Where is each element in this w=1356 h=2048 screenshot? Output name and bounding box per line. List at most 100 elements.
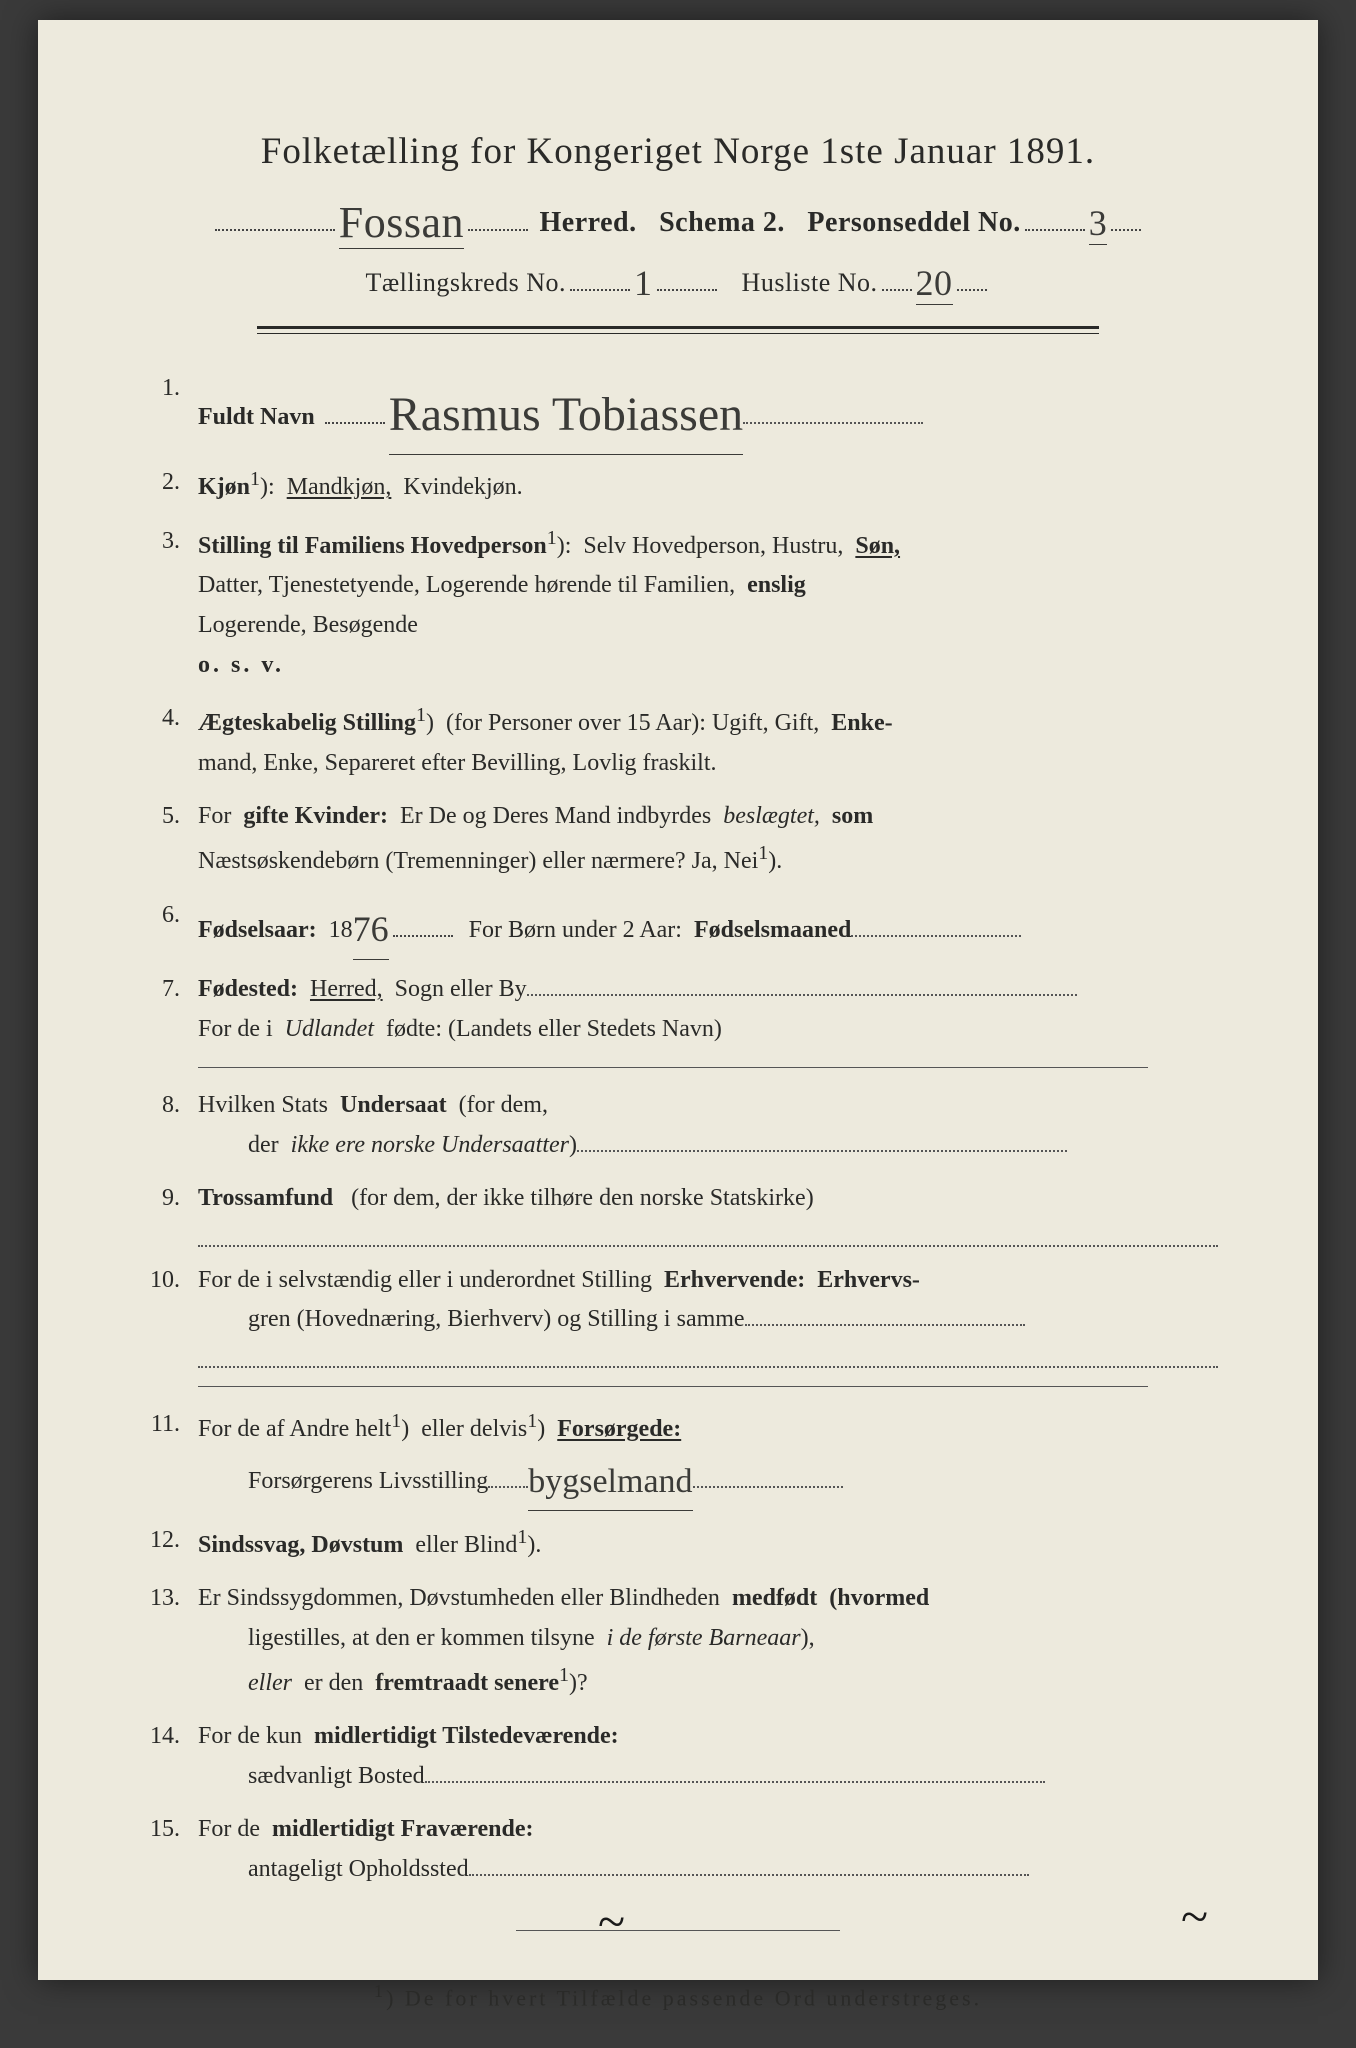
q13-line2b: i de første Barneaar	[607, 1625, 801, 1651]
divider	[198, 1067, 1148, 1068]
q-num: 6.	[138, 896, 198, 956]
q3-label: Stilling til Familiens Hovedperson	[198, 533, 547, 559]
q11-mid: eller delvis	[421, 1416, 527, 1442]
q12: 12. Sindssvag, Døvstum eller Blind1).	[138, 1521, 1218, 1566]
q2-label: Kjøn	[198, 474, 250, 500]
indent: der ikke ere norske Undersaatter)	[198, 1132, 1067, 1158]
q6-maaned: Fødselsmaaned	[694, 917, 851, 943]
q13-pre: Er Sindssygdommen, Døvstumheden eller Bl…	[198, 1585, 720, 1611]
q1-value: Rasmus Tobiassen	[389, 375, 743, 455]
q-num: 13.	[138, 1579, 198, 1703]
q15-line2: antageligt Opholdssted	[248, 1856, 469, 1882]
q-body: Hvilken Stats Undersaat (for dem, der ik…	[198, 1086, 1218, 1165]
q3-enslig: enslig	[747, 572, 806, 598]
kreds-label: Tællingskreds No.	[365, 268, 566, 297]
q-num: 5.	[138, 797, 198, 881]
q9-label: Trossamfund	[198, 1185, 333, 1211]
q4: 4. Ægteskabelig Stilling1) (for Personer…	[138, 699, 1218, 783]
q10-line2: gren (Hovednæring, Bierhverv) og Stillin…	[248, 1306, 745, 1332]
dots	[393, 935, 453, 937]
sup: 1	[517, 1526, 527, 1548]
q7-label: Fødested:	[198, 976, 298, 1002]
q-body: Kjøn1): Mandkjøn, Kvindekjøn.	[198, 463, 1218, 508]
indent: Forsørgerens Livsstillingbygselmand	[198, 1468, 843, 1494]
q14-pre: For de kun	[198, 1723, 302, 1749]
dots	[657, 289, 717, 291]
dots-line	[198, 1225, 1218, 1247]
schema-label: Schema 2.	[659, 207, 785, 238]
herred-label: Herred.	[540, 207, 637, 238]
q-num: 2.	[138, 463, 198, 508]
dots	[325, 422, 385, 424]
q5-line2: Næstsøskendebørn (Tremenninger) eller næ…	[198, 848, 758, 874]
q-num: 4.	[138, 699, 198, 783]
q8-pre: Hvilken Stats	[198, 1092, 328, 1118]
q11-fors: Forsørgede:	[557, 1416, 681, 1442]
dots	[425, 1781, 1045, 1783]
personseddel-no: 3	[1089, 202, 1108, 245]
q6-rest: For Børn under 2 Aar:	[469, 917, 682, 943]
q-body: For de kun midlertidigt Tilstedeværende:…	[198, 1717, 1218, 1796]
q4-text: (for Personer over 15 Aar): Ugift, Gift,	[446, 710, 819, 736]
q-body: Fødselsaar: 1876 For Børn under 2 Aar: F…	[198, 896, 1218, 956]
dots	[577, 1150, 1067, 1152]
q7: 7. Fødested: Herred, Sogn eller By For d…	[138, 970, 1218, 1049]
q13-line2a: ligestilles, at den er kommen tilsyne	[248, 1625, 595, 1651]
divider-short	[516, 1930, 840, 1931]
q-body: Sindssvag, Døvstum eller Blind1).	[198, 1521, 1218, 1566]
dots	[957, 289, 987, 291]
q-body: For de i selvstændig eller i underordnet…	[198, 1261, 1218, 1368]
dots	[468, 229, 528, 231]
dots-line	[198, 1346, 1218, 1368]
q-body: Stilling til Familiens Hovedperson1): Se…	[198, 522, 1218, 685]
q5-besl: beslægtet,	[723, 803, 820, 829]
q15-pre: For de	[198, 1816, 260, 1842]
q3: 3. Stilling til Familiens Hovedperson1):…	[138, 522, 1218, 685]
q8-rest: (for dem,	[459, 1092, 548, 1118]
q-num: 15.	[138, 1810, 198, 1889]
sup: 1	[416, 704, 426, 726]
q7-rest: Sogn eller By	[395, 976, 527, 1002]
q-num: 3.	[138, 522, 198, 685]
q4-line2: mand, Enke, Separeret efter Bevilling, L…	[198, 750, 717, 776]
sup: 1	[559, 1664, 569, 1686]
q5-pre: For	[198, 803, 231, 829]
q13-line3c: fremtraadt senere	[375, 1670, 559, 1696]
q13-hvor: (hvormed	[829, 1585, 929, 1611]
q-num: 7.	[138, 970, 198, 1049]
herred-handwritten: Fossan	[339, 197, 464, 249]
dots	[851, 935, 1021, 937]
dots	[527, 994, 1077, 996]
footnote-sup: 1	[374, 1981, 386, 2001]
q7-line2c: fødte: (Landets eller Stedets Navn)	[386, 1016, 722, 1042]
q-body: Fuldt Navn Rasmus Tobiassen	[198, 369, 1218, 449]
q5-rest: Er De og Deres Mand indbyrdes	[400, 803, 711, 829]
q-body: For de midlertidigt Fraværende: antageli…	[198, 1810, 1218, 1889]
question-list: 1. Fuldt Navn Rasmus Tobiassen 2. Kjøn1)…	[138, 369, 1218, 1890]
q1: 1. Fuldt Navn Rasmus Tobiassen	[138, 369, 1218, 449]
q2-mandkjon: Mandkjøn,	[287, 474, 392, 500]
q-body: Ægteskabelig Stilling1) (for Personer ov…	[198, 699, 1218, 783]
header-row-2: Tællingskreds No.1 Husliste No.20	[138, 258, 1218, 301]
q3-osv: o. s. v.	[198, 652, 284, 678]
q3-text: Selv Hovedperson, Hustru,	[583, 533, 843, 559]
q4-label: Ægteskabelig Stilling	[198, 710, 416, 736]
q10-label: Erhvervende:	[664, 1267, 805, 1293]
q-body: Fødested: Herred, Sogn eller By For de i…	[198, 970, 1218, 1049]
q-num: 11.	[138, 1405, 198, 1507]
q8-line2a: der	[248, 1132, 279, 1158]
q13-line3a: eller	[248, 1670, 292, 1696]
q10-pre: For de i selvstændig eller i underordnet…	[198, 1267, 652, 1293]
q-num: 8.	[138, 1086, 198, 1165]
q6-pre: 18	[329, 917, 353, 943]
q14-label: midlertidigt Tilstedeværende:	[314, 1723, 619, 1749]
q4-enke: Enke-	[831, 710, 892, 736]
q15: 15. For de midlertidigt Fraværende: anta…	[138, 1810, 1218, 1889]
divider	[198, 1386, 1148, 1387]
dots	[693, 1486, 843, 1488]
q10-erhv: Erhvervs-	[817, 1267, 920, 1293]
q6-label: Fødselsaar:	[198, 917, 317, 943]
q5-label: gifte Kvinder:	[243, 803, 388, 829]
q7-herred: Herred,	[310, 976, 383, 1002]
q9: 9. Trossamfund (for dem, der ikke tilhør…	[138, 1179, 1218, 1247]
